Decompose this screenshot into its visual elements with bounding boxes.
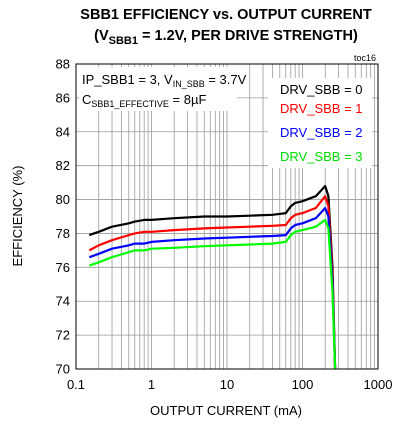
chart-title-line1: SBB1 EFFICIENCY vs. OUTPUT CURRENT — [80, 7, 372, 23]
toc-label: toc16 — [354, 53, 376, 63]
y-axis-label: EFFICIENCY (%) — [10, 166, 25, 267]
y-tick-label: 74 — [56, 294, 70, 309]
x-tick-label: 10 — [220, 377, 234, 392]
y-tick-label: 80 — [56, 192, 70, 207]
x-tick-label: 0.1 — [67, 377, 85, 392]
annotation-line1-a: IP_SBB1 = 3, V — [82, 72, 173, 87]
annotation-background — [79, 67, 237, 111]
tick-labels: 70 72 74 76 78 80 82 84 86 88 0.1 1 10 100 1000 — [56, 57, 393, 393]
legend-item-drv1: DRV_SBB = 1 — [280, 101, 363, 116]
annotation-line2-b: = 8µF — [169, 92, 207, 107]
series-line-0 — [88, 184, 337, 370]
y-tick-label: 78 — [56, 226, 70, 241]
legend: DRV_SBB = 0 DRV_SBB = 1 DRV_SBB = 2 DRV_… — [268, 78, 372, 168]
legend-item-drv3: DRV_SBB = 3 — [280, 149, 363, 164]
title-subscript: SBB1 — [109, 35, 138, 47]
x-tick-label: 1000 — [364, 377, 393, 392]
x-axis-label: OUTPUT CURRENT (mA) — [150, 403, 302, 418]
series-line-3 — [88, 218, 337, 370]
annotation-line2-a: C — [82, 92, 91, 107]
title-suffix: = 1.2V, PER DRIVE STRENGTH) — [138, 28, 358, 44]
annotation-line1: IP_SBB1 = 3, VIN_SBB = 3.7V — [82, 72, 247, 89]
title-prefix: (V — [94, 28, 109, 44]
plot-frame — [75, 63, 379, 370]
y-tick-label: 84 — [56, 124, 70, 139]
y-tick-label: 72 — [56, 328, 70, 343]
x-tick-label: 100 — [292, 377, 314, 392]
y-tick-label: 82 — [56, 158, 70, 173]
legend-background — [268, 78, 372, 168]
annotation-line2: CSBB1_EFFECTIVE = 8µF — [82, 92, 206, 109]
y-tick-label: 76 — [56, 260, 70, 275]
series-line-2 — [88, 206, 337, 370]
y-tick-label: 88 — [56, 57, 70, 72]
annotation-line1-b: = 3.7V — [205, 72, 247, 87]
chart-title-line2: (VSBB1 = 1.2V, PER DRIVE STRENGTH) — [94, 28, 358, 47]
annotation: IP_SBB1 = 3, VIN_SBB = 3.7V CSBB1_EFFECT… — [79, 67, 247, 111]
series-line-1 — [88, 195, 337, 370]
y-tick-label: 86 — [56, 90, 70, 105]
annotation-line2-sub: SBB1_EFFECTIVE — [91, 99, 169, 109]
annotation-line1-sub: IN_SBB — [173, 79, 205, 89]
legend-item-drv2: DRV_SBB = 2 — [280, 125, 363, 140]
legend-item-drv0: DRV_SBB = 0 — [280, 82, 363, 97]
x-tick-label: 1 — [148, 377, 155, 392]
series-group — [88, 184, 337, 370]
y-tick-label: 70 — [56, 362, 70, 377]
